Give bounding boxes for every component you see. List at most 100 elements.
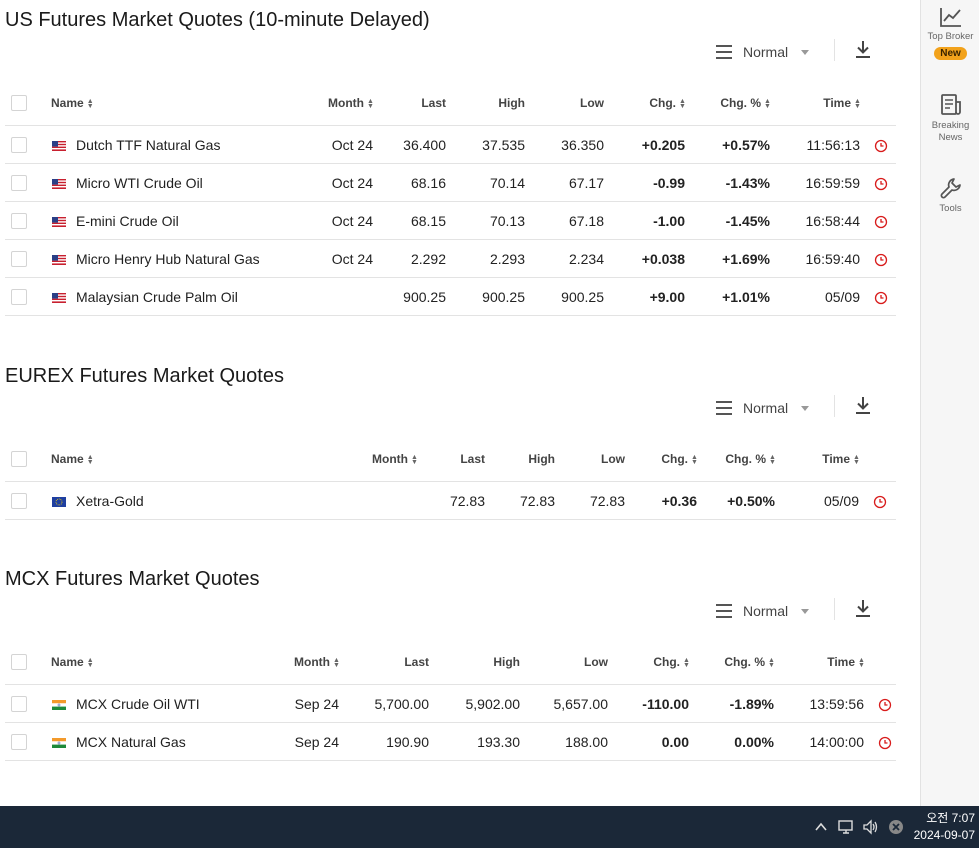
table-row[interactable]: Malaysian Crude Palm Oil 900.25 900.25 900.… [5, 277, 896, 316]
change-cell: -1.00 [604, 201, 685, 240]
row-checkbox[interactable] [11, 251, 27, 268]
download-icon[interactable] [854, 39, 872, 59]
table-header-row: Name ▲ ▼ Month ▲ ▼ Last High Low Chg. ▲ ▼ Chg. % ▲ ▼ Ti… [5, 437, 896, 482]
download-icon[interactable] [854, 395, 872, 415]
low-cell: 5,657.00 [520, 684, 608, 723]
symbol-name-link[interactable]: MCX Natural Gas [76, 733, 186, 750]
symbol-name-link[interactable]: Xetra-Gold [76, 492, 144, 509]
symbol-name-link[interactable]: Dutch TTF Natural Gas [76, 136, 221, 153]
sort-icon: ▲ ▼ [333, 656, 340, 669]
column-header-low[interactable]: Low [525, 81, 604, 126]
high-cell: 37.535 [446, 125, 525, 164]
column-header-month[interactable]: Month ▲ ▼ [351, 437, 418, 482]
view-selector-eurex[interactable]: Normal [716, 393, 810, 423]
column-header-time[interactable]: Time ▲ ▼ [775, 437, 860, 482]
table-row[interactable]: Micro Henry Hub Natural Gas Oct 24 2.292 2.… [5, 239, 896, 278]
toolbar-divider [834, 39, 835, 61]
column-header-label: Name [51, 655, 84, 669]
column-header-name[interactable]: Name ▲ ▼ [51, 81, 305, 126]
low-cell: 67.18 [525, 201, 604, 240]
column-header-time[interactable]: Time ▲ ▼ [774, 640, 865, 685]
chevron-up-icon[interactable] [814, 820, 828, 834]
column-header-chg[interactable]: Chg. ▲ ▼ [608, 640, 690, 685]
symbol-name-link[interactable]: Malaysian Crude Palm Oil [76, 288, 238, 305]
time-cell: 16:58:44 [770, 201, 860, 240]
symbol-cell: E-mini Crude Oil [51, 201, 305, 240]
tools-button[interactable]: Tools [921, 176, 979, 215]
close-circle-icon[interactable] [888, 819, 904, 835]
symbol-name-link[interactable]: Micro WTI Crude Oil [76, 174, 203, 191]
column-header-low[interactable]: Low [520, 640, 608, 685]
table-row[interactable]: E-mini Crude Oil Oct 24 68.15 70.13 67.18 -1.… [5, 201, 896, 240]
sort-icon: ▲ ▼ [86, 656, 94, 669]
clock-icon[interactable] [874, 139, 888, 153]
column-header-month[interactable]: Month ▲ ▼ [273, 640, 340, 685]
clock-icon[interactable] [874, 291, 888, 305]
table-row[interactable]: Dutch TTF Natural Gas Oct 24 36.400 37.535 3… [5, 125, 896, 164]
select-all-checkbox[interactable] [11, 654, 27, 670]
symbol-name-link[interactable]: E-mini Crude Oil [76, 212, 179, 229]
row-checkbox[interactable] [11, 696, 27, 713]
column-header-chg[interactable]: Chg. ▲ ▼ [625, 437, 698, 482]
row-checkbox[interactable] [11, 289, 27, 306]
column-header-time[interactable]: Time ▲ ▼ [770, 81, 861, 126]
column-header-name[interactable]: Name ▲ ▼ [51, 437, 351, 482]
select-all-checkbox[interactable] [11, 451, 27, 467]
column-header-chgpct[interactable]: Chg. % ▲ ▼ [685, 81, 771, 126]
change-percent-cell: +1.01% [685, 277, 770, 316]
table-row[interactable]: Xetra-Gold 72.83 72.83 72.83 +0.36 +0.50% 05/0… [5, 481, 896, 520]
clock-icon[interactable] [874, 177, 888, 191]
column-header-name[interactable]: Name ▲ ▼ [51, 640, 273, 685]
change-cell: 0.00 [608, 722, 689, 761]
view-selector-us[interactable]: Normal [716, 37, 810, 67]
column-header-chg[interactable]: Chg. ▲ ▼ [604, 81, 686, 126]
sort-icon: ▲ ▼ [683, 656, 690, 669]
table-row[interactable]: MCX Crude Oil WTI Sep 24 5,700.00 5,902.00 5… [5, 684, 896, 723]
system-clock[interactable]: 오전 7:07 2024-09-07 [914, 810, 975, 844]
column-header-last[interactable]: Last [339, 640, 429, 685]
column-header-chgpct[interactable]: Chg. % ▲ ▼ [689, 640, 775, 685]
clock-icon[interactable] [878, 698, 892, 712]
row-checkbox[interactable] [11, 213, 27, 230]
column-header-high[interactable]: High [429, 640, 520, 685]
month-cell [351, 481, 417, 520]
row-checkbox[interactable] [11, 493, 27, 510]
view-label: Normal [743, 44, 789, 60]
column-header-low[interactable]: Low [555, 437, 625, 482]
column-header-last[interactable]: Last [373, 81, 446, 126]
row-select-cell [5, 684, 51, 723]
symbol-name-link[interactable]: MCX Crude Oil WTI [76, 695, 200, 712]
clock-icon[interactable] [873, 495, 887, 509]
clock-icon[interactable] [874, 253, 888, 267]
clock-icon[interactable] [878, 736, 892, 750]
top-broker-button[interactable]: Top Broker New [921, 6, 979, 61]
last-cell: 900.25 [373, 277, 446, 316]
download-icon[interactable] [854, 598, 872, 618]
flag-india-icon [52, 737, 66, 748]
table-row[interactable]: Micro WTI Crude Oil Oct 24 68.16 70.14 67.17… [5, 163, 896, 202]
quotes-table-eurex: Name ▲ ▼ Month ▲ ▼ Last High Low Chg. ▲ ▼ Chg. % ▲ ▼ Ti… [5, 437, 896, 520]
row-checkbox[interactable] [11, 734, 27, 751]
row-checkbox[interactable] [11, 137, 27, 154]
network-icon[interactable] [838, 819, 856, 835]
speaker-icon[interactable] [862, 819, 880, 835]
column-header-month[interactable]: Month ▲ ▼ [305, 81, 374, 126]
clock-icon[interactable] [874, 215, 888, 229]
breaking-news-button[interactable]: Breaking News [921, 93, 979, 144]
quotes-table-us: Name ▲ ▼ Month ▲ ▼ Last High Low Chg. ▲ ▼ Chg. % ▲ ▼ Ti… [5, 81, 896, 316]
flag-us-icon [52, 140, 66, 151]
select-all-cell [5, 81, 51, 126]
column-header-label: Chg. % [724, 655, 765, 669]
symbol-name-link[interactable]: Micro Henry Hub Natural Gas [76, 250, 260, 267]
column-header-high[interactable]: High [485, 437, 555, 482]
table-row[interactable]: MCX Natural Gas Sep 24 190.90 193.30 188.00 0… [5, 722, 896, 761]
select-all-checkbox[interactable] [11, 95, 27, 111]
alert-cell [860, 239, 896, 278]
column-header-last[interactable]: Last [417, 437, 485, 482]
flag-india-icon [52, 699, 66, 710]
symbol-cell: Dutch TTF Natural Gas [51, 125, 305, 164]
row-checkbox[interactable] [11, 175, 27, 192]
view-selector-mcx[interactable]: Normal [716, 596, 810, 626]
column-header-high[interactable]: High [446, 81, 525, 126]
column-header-chgpct[interactable]: Chg. % ▲ ▼ [697, 437, 776, 482]
